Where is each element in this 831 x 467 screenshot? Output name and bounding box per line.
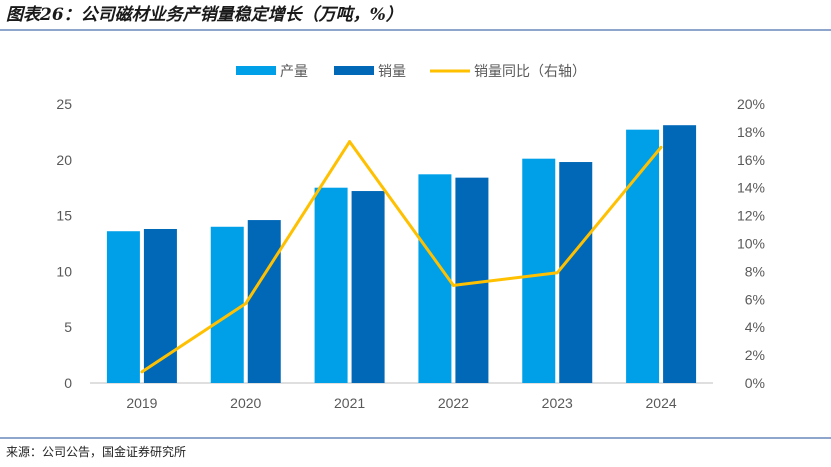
y-right-tick-label: 2% [745,347,765,363]
x-tick-label: 2022 [438,395,469,411]
x-tick-label: 2024 [646,395,677,411]
legend-label: 销量同比（右轴） [474,64,586,80]
bar-production-2020 [210,226,244,383]
y-left-tick-label: 20 [56,152,72,168]
y-left-tick-label: 5 [64,319,72,335]
x-tick-label: 2021 [334,395,365,411]
point-sales-yoy-2020 [244,301,248,305]
y-right-tick-label: 4% [745,319,765,335]
legend: 产量 销量 销量同比（右轴） [236,64,586,80]
y-right-tick-label: 12% [737,208,765,224]
point-sales-yoy-2021 [348,140,352,144]
x-tick-label: 2020 [230,395,261,411]
bar-sales-2023 [559,162,593,383]
point-sales-yoy-2023 [555,271,559,275]
point-sales-yoy-2022 [451,283,455,287]
x-tick-label: 2019 [126,395,157,411]
plot-area: 0 5 10 15 20 25 0% 2% 4% 6% 8% 10% 12% 14% 16% 18% 20% 20… [56,96,765,411]
y-right-tick-label: 6% [745,291,765,307]
legend-label: 销量 [378,64,406,80]
y-left-tick-label: 0 [64,375,72,391]
x-tick-label: 2023 [542,395,573,411]
bar-production-2019 [106,231,140,383]
y-right-tick-label: 16% [737,152,765,168]
y-right-tick-label: 0% [745,375,765,391]
y-right-tick-label: 20% [737,96,765,112]
bar-sales-2021 [351,191,385,383]
chart-title: 图表26：公司磁材业务产销量稳定增长（万吨，%） [6,5,403,25]
y-left-tick-label: 15 [56,208,72,224]
bar-production-2021 [314,187,348,383]
legend-swatch [334,66,374,75]
line-sales-yoy [141,140,663,374]
bar-production-2023 [522,158,556,383]
source-note: 来源：公司公告，国金证券研究所 [6,444,186,459]
y-left-tick-label: 10 [56,263,72,279]
bar-sales-2019 [143,228,177,383]
bar-production-2022 [418,174,452,383]
legend-label: 产量 [280,64,308,80]
y-right-tick-label: 10% [737,236,765,252]
y-right-tick-label: 14% [737,180,765,196]
y-left-tick-label: 25 [56,96,72,112]
bar-sales-2020 [247,220,281,383]
y-right-tick-label: 8% [745,263,765,279]
bar-sales-2024 [663,125,697,383]
point-sales-yoy-2019 [140,370,144,374]
point-sales-yoy-2024 [659,145,663,149]
legend-swatch [236,66,276,75]
y-right-tick-label: 18% [737,124,765,140]
